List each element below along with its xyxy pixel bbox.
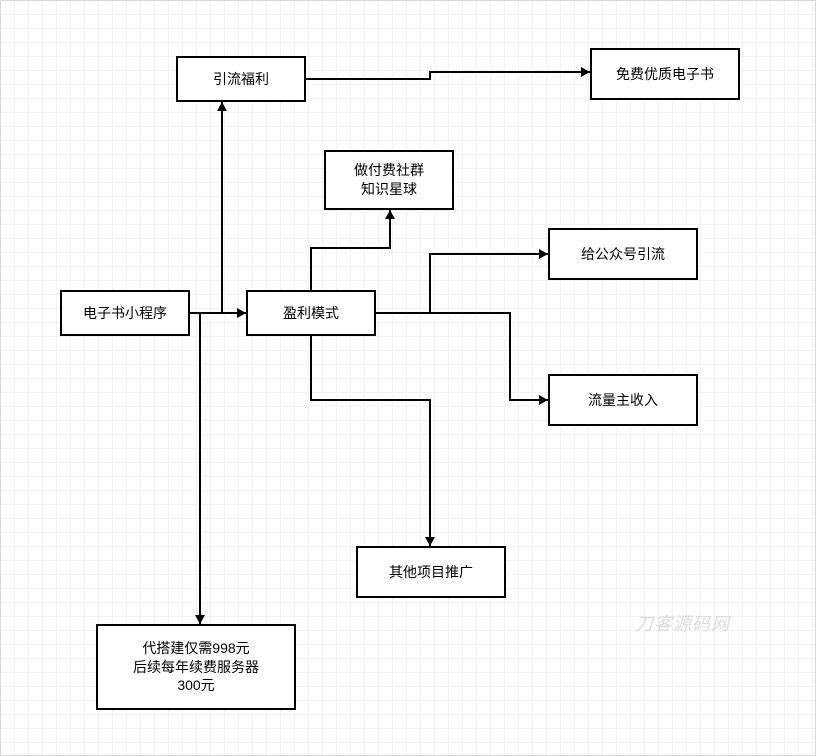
node-root: 电子书小程序: [60, 290, 190, 336]
node-label: 电子书小程序: [83, 304, 167, 323]
node-other_promo: 其他项目推广: [356, 546, 506, 598]
arrowhead-profit-paid_group: [385, 210, 395, 219]
node-label: 给公众号引流: [581, 245, 665, 264]
node-free_ebook: 免费优质电子书: [590, 48, 740, 100]
node-traffic: 引流福利: [176, 56, 306, 102]
node-label: 流量主收入: [588, 391, 658, 410]
node-label: 代搭建仅需998元 后续每年续费服务器 300元: [133, 639, 259, 696]
arrowhead-root-profit: [237, 308, 246, 318]
node-paid_group: 做付费社群 知识星球: [324, 150, 454, 210]
edge-profit-other_promo: [311, 336, 430, 546]
edge-root-build_price: [190, 313, 200, 624]
node-label: 盈利模式: [283, 304, 339, 323]
node-wechat: 给公众号引流: [548, 228, 698, 280]
arrowhead-root-traffic: [217, 102, 227, 111]
watermark-text: 刀客源码网: [635, 610, 730, 636]
node-build_price: 代搭建仅需998元 后续每年续费服务器 300元: [96, 624, 296, 710]
arrowhead-profit-ad_income: [539, 395, 548, 405]
arrowhead-profit-wechat: [539, 249, 548, 259]
edge-traffic-free_ebook: [306, 72, 590, 79]
arrowhead-profit-other_promo: [425, 537, 435, 546]
node-label: 免费优质电子书: [616, 65, 714, 84]
node-ad_income: 流量主收入: [548, 374, 698, 426]
arrowhead-traffic-free_ebook: [581, 67, 590, 77]
edge-root-traffic: [190, 102, 222, 313]
edge-profit-paid_group: [311, 210, 390, 290]
node-label: 引流福利: [213, 70, 269, 89]
arrowhead-root-build_price: [195, 615, 205, 624]
flowchart-canvas: 刀客源码网 电子书小程序 引流福利 免费优质电子书盈利模式 做付费社群 知识星球给公众…: [0, 0, 816, 756]
edge-profit-wechat: [376, 254, 548, 313]
node-label: 其他项目推广: [389, 563, 473, 582]
edge-profit-ad_income: [376, 313, 548, 400]
node-profit: 盈利模式: [246, 290, 376, 336]
node-label: 做付费社群 知识星球: [354, 161, 424, 199]
